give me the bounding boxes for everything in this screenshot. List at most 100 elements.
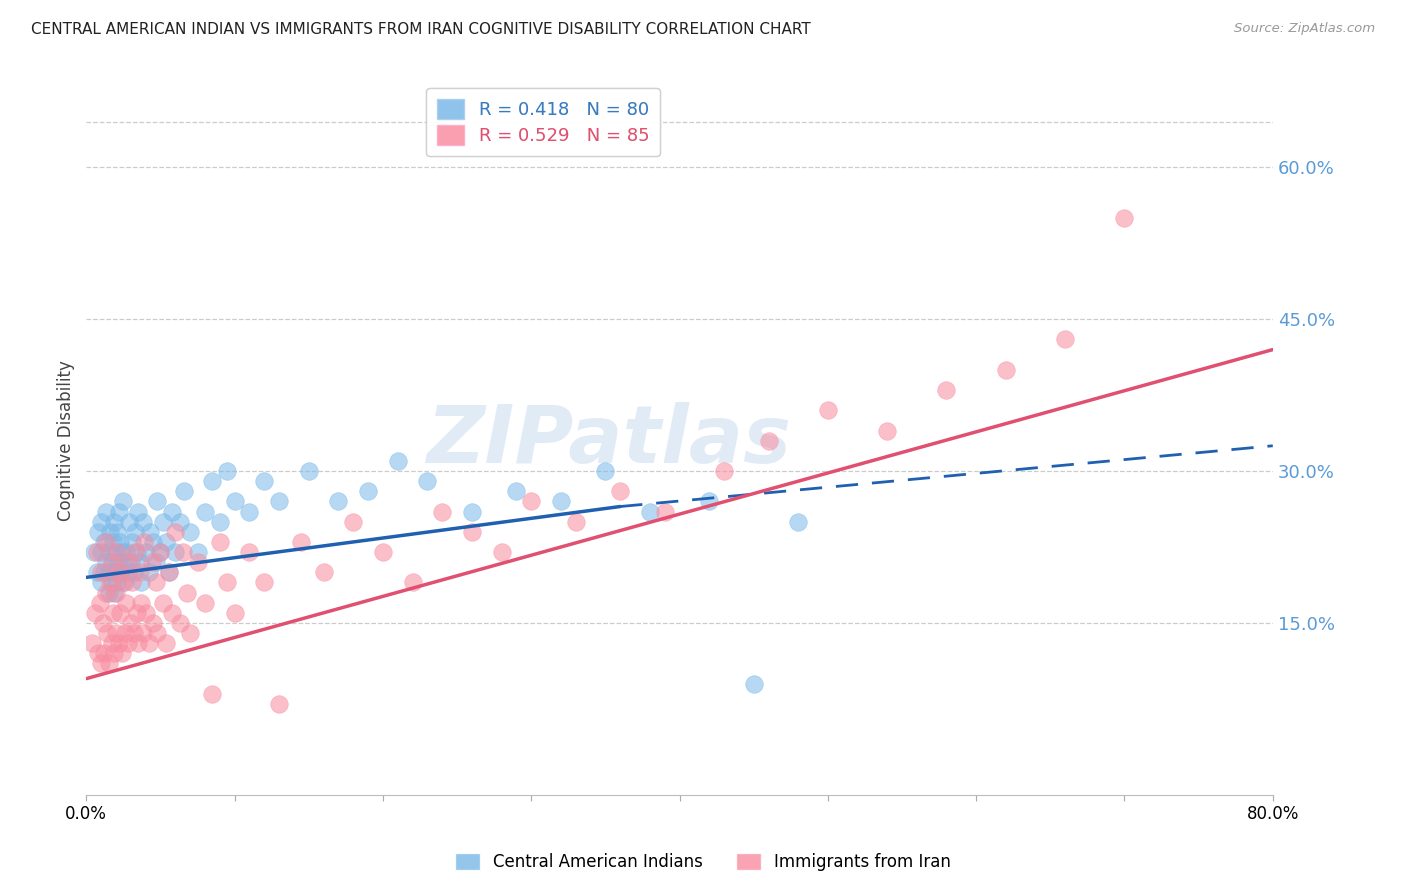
Point [107,524,129,539]
Point [131,626,153,640]
Point [104,545,127,559]
Point [935,383,957,397]
Point [100,555,122,569]
Point [224,494,246,508]
Point [94,535,117,549]
Point [110,606,132,620]
Point [994,363,1017,377]
Point [100,636,122,650]
Legend: Central American Indians, Immigrants from Iran: Central American Indians, Immigrants fro… [446,845,960,880]
Point [253,474,276,488]
Point [108,555,131,569]
Point [87,646,110,660]
Point [122,566,145,580]
Point [111,646,134,660]
Point [108,566,131,580]
Point [208,535,231,549]
Point [505,484,527,499]
Point [134,535,156,549]
Text: Source: ZipAtlas.com: Source: ZipAtlas.com [1234,22,1375,36]
Point [125,606,148,620]
Point [217,575,239,590]
Point [108,505,131,519]
Point [609,484,631,499]
Point [176,585,198,599]
Point [101,535,124,549]
Point [142,615,165,630]
Point [104,585,127,599]
Point [127,636,149,650]
Point [194,596,217,610]
Point [94,555,117,569]
Point [98,524,121,539]
Point [90,657,112,671]
Point [371,545,394,559]
Point [142,535,165,549]
Point [157,566,180,580]
Point [149,545,172,559]
Text: CENTRAL AMERICAN INDIAN VS IMMIGRANTS FROM IRAN COGNITIVE DISABILITY CORRELATION: CENTRAL AMERICAN INDIAN VS IMMIGRANTS FR… [31,22,811,37]
Point [104,626,127,640]
Point [86,566,108,580]
Point [120,555,142,569]
Point [118,515,141,529]
Point [120,615,142,630]
Point [186,545,208,559]
Point [146,494,169,508]
Point [157,566,180,580]
Point [401,575,423,590]
Point [290,535,312,549]
Point [876,424,898,438]
Point [90,575,112,590]
Point [107,575,129,590]
Point [357,484,380,499]
Point [97,566,120,580]
Point [124,545,146,559]
Point [108,636,131,650]
Point [416,474,439,488]
Point [103,585,125,599]
Point [118,555,141,569]
Point [117,566,139,580]
Point [90,545,112,559]
Point [101,555,124,569]
Point [128,555,150,569]
Point [595,464,617,478]
Point [162,505,184,519]
Point [117,636,139,650]
Point [86,545,108,559]
Point [155,535,177,549]
Point [112,555,135,569]
Point [87,524,110,539]
Point [461,505,484,519]
Point [238,545,260,559]
Point [124,524,146,539]
Point [114,626,136,640]
Point [125,545,148,559]
Point [787,515,810,529]
Point [131,515,153,529]
Point [654,505,676,519]
Point [139,524,162,539]
Point [201,474,224,488]
Point [97,657,120,671]
Point [135,606,157,620]
Point [169,515,191,529]
Point [112,575,135,590]
Point [179,626,201,640]
Point [638,505,661,519]
Point [238,505,260,519]
Point [101,606,124,620]
Text: ZIPatlas: ZIPatlas [426,401,790,480]
Point [328,494,350,508]
Point [127,505,149,519]
Point [186,555,208,569]
Point [94,585,117,599]
Point [129,596,152,610]
Point [100,575,122,590]
Point [103,515,125,529]
Point [93,535,115,549]
Point [110,566,132,580]
Point [520,494,543,508]
Point [93,646,115,660]
